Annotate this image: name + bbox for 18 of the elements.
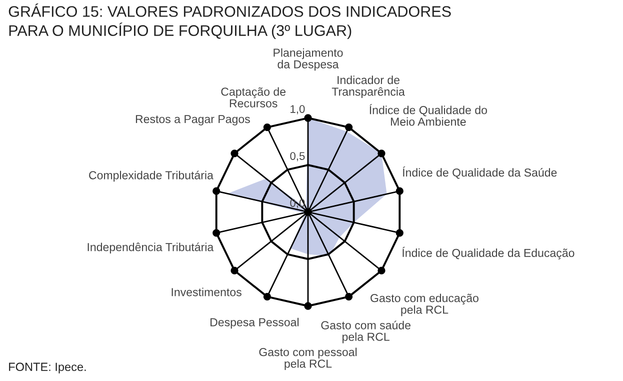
spoke-label: Índice de Qualidade da Educação: [402, 246, 574, 260]
spoke-label: Índice de Qualidade do Meio Ambiente: [370, 104, 487, 126]
y-tick-label: 0,5: [290, 152, 305, 162]
spoke-label: Complexidade Tributária: [89, 170, 214, 182]
source-note: FONTE: Ipece.: [9, 362, 86, 374]
spoke-label: Indicador de Transparência: [332, 76, 405, 98]
spoke-label: Planejamento da Despesa: [274, 48, 343, 71]
spoke-label: Índice de Qualidade da Saúde: [402, 166, 557, 179]
spoke-label: Gasto com pessoal pela RCL: [259, 348, 357, 370]
spoke-label: Investimentos: [172, 288, 242, 296]
spoke-label: Restos a Pagar Pagos: [136, 115, 250, 126]
chart-title: GRÁFICO 15: VALORES PADRONIZADOS DOS INDICADORES PARA O MUNICÍPIO DE FORQUILHA (3º LUGAR): [8, 4, 451, 40]
spoke-label: Gasto com saúde pela RCL: [321, 320, 410, 344]
spoke-label: Gasto com educação pela RCL: [370, 294, 478, 316]
spoke-label: Independência Tributária: [88, 242, 214, 254]
spoke-label: Captação de Recursos: [221, 87, 286, 108]
y-tick-label: 1,0: [290, 105, 305, 114]
spoke-label: Despesa Pessoal: [210, 318, 299, 329]
